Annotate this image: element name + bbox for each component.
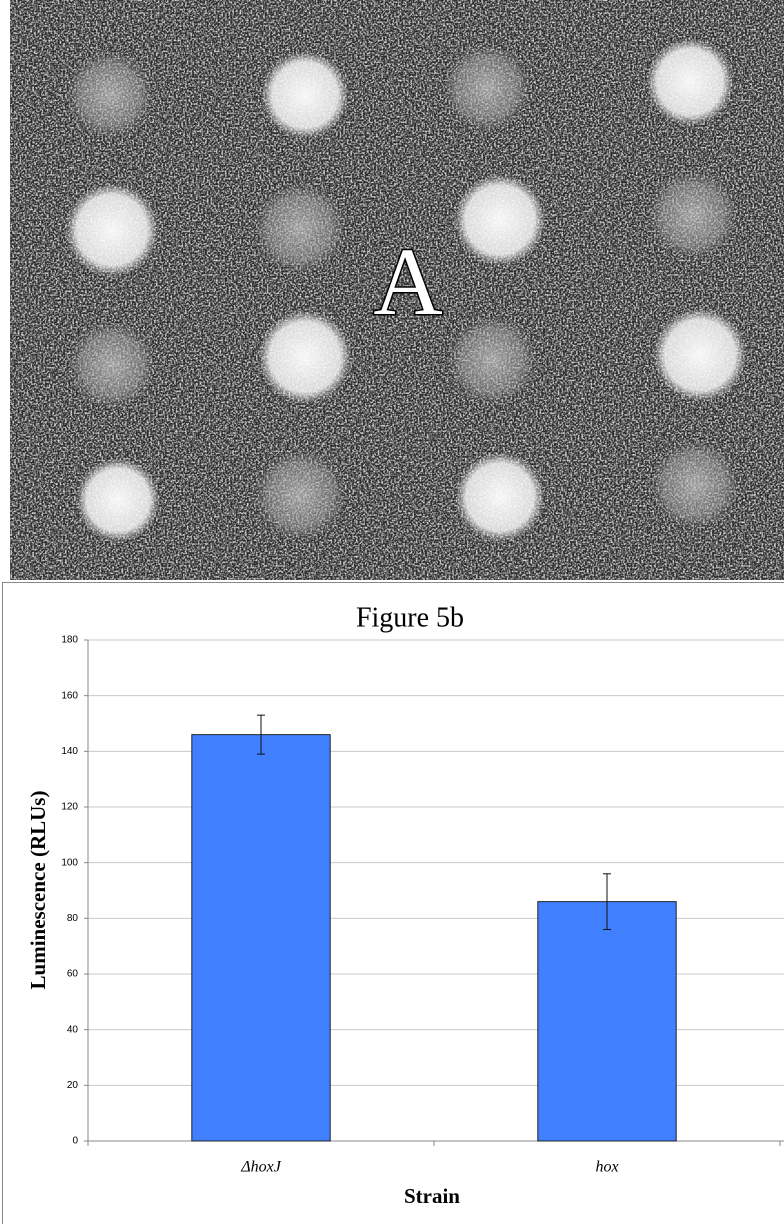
y-tick-label: 60 bbox=[67, 969, 79, 980]
bar bbox=[192, 735, 330, 1141]
y-tick-label: 80 bbox=[67, 913, 79, 924]
y-tick-label: 160 bbox=[61, 690, 78, 701]
x-tick-label: hox bbox=[595, 1159, 618, 1176]
y-tick-label: 20 bbox=[67, 1080, 79, 1091]
y-tick-label: 140 bbox=[61, 746, 78, 757]
panel-label: A bbox=[373, 228, 442, 335]
page: A Figure 5b Luminescence (RLUs) Strain 0… bbox=[0, 0, 784, 1224]
y-tick-label: 100 bbox=[61, 857, 78, 868]
bar bbox=[538, 902, 676, 1141]
photo-panel: A bbox=[10, 0, 784, 580]
y-tick-label: 180 bbox=[61, 635, 78, 646]
x-tick-label: ΔhoxJ bbox=[240, 1159, 281, 1176]
y-tick-label: 0 bbox=[72, 1136, 78, 1147]
x-axis-label: Strain bbox=[404, 1184, 460, 1208]
chart-title: Figure 5b bbox=[356, 602, 464, 633]
y-axis-label: Luminescence (RLUs) bbox=[26, 791, 50, 990]
y-tick-label: 120 bbox=[61, 802, 78, 813]
y-tick-label: 40 bbox=[67, 1024, 79, 1035]
